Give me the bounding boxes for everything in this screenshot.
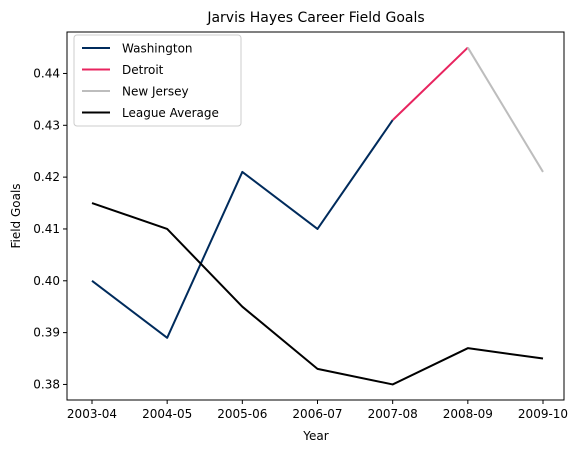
x-tick-label: 2003-04 — [67, 407, 117, 421]
y-tick-label: 0.44 — [33, 66, 60, 80]
y-tick-label: 0.43 — [33, 118, 60, 132]
legend-label-detroit: Detroit — [122, 63, 164, 77]
series-line-new-jersey — [466, 47, 544, 173]
x-tick-label: 2005-06 — [217, 407, 267, 421]
y-tick-label: 0.41 — [33, 222, 60, 236]
series-line-detroit — [391, 46, 469, 121]
y-tick-label: 0.39 — [33, 326, 60, 340]
x-axis-ticks: 2003-04 2004-05 2005-06 2006-07 2007-08 2008-… — [67, 400, 568, 421]
legend-box — [73, 34, 242, 127]
series-line-washington — [91, 119, 394, 339]
legend-label-washington: Washington — [122, 42, 193, 56]
y-tick-label: 0.40 — [33, 274, 60, 288]
x-tick-label: 2008-09 — [443, 407, 493, 421]
legend: Washington Detroit New Jersey League Averag… — [73, 34, 242, 127]
y-axis-label: Field Goals — [9, 183, 23, 248]
y-axis-ticks: 0.38 0.39 0.40 0.41 0.42 0.43 0.44 — [33, 66, 67, 391]
x-tick-label: 2007-08 — [368, 407, 418, 421]
legend-label-league-average: League Average — [122, 106, 219, 120]
legend-label-new-jersey: New Jersey — [122, 85, 189, 99]
plot-frame — [66, 31, 565, 401]
chart-title: Jarvis Hayes Career Field Goals — [206, 10, 424, 26]
series-lines — [91, 46, 544, 386]
series-line-league-average — [91, 202, 544, 386]
x-tick-label: 2004-05 — [142, 407, 192, 421]
legend-items: Washington Detroit New Jersey League Averag… — [82, 42, 219, 120]
x-tick-label: 2006-07 — [292, 407, 342, 421]
y-tick-label: 0.42 — [33, 170, 60, 184]
y-tick-label: 0.38 — [33, 377, 60, 391]
x-tick-label: 2009-10 — [518, 407, 568, 421]
x-axis-label: Year — [302, 429, 328, 443]
